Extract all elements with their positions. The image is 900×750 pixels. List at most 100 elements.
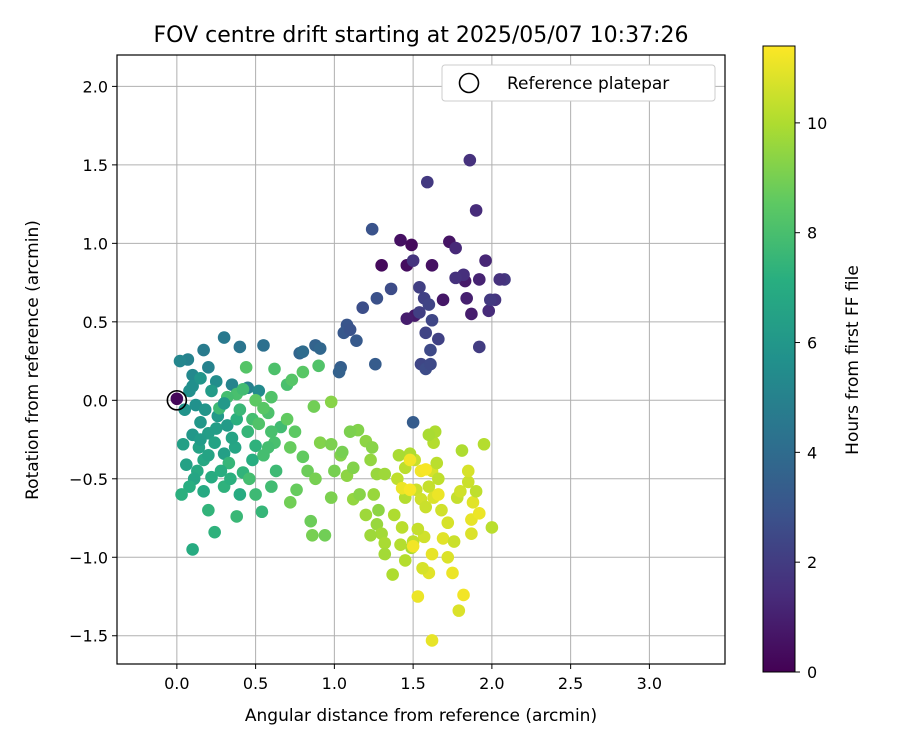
scatter-point: [328, 464, 341, 478]
scatter-point: [257, 401, 270, 415]
scatter-point: [220, 419, 234, 432]
scatter-point: [332, 365, 346, 379]
scatter-point: [283, 441, 297, 454]
scatter-point: [222, 456, 236, 470]
scatter-point: [477, 437, 491, 451]
scatter-point: [249, 439, 262, 453]
colorbar-tick-label: 0: [807, 663, 817, 682]
scatter-point: [469, 485, 483, 498]
scatter-point: [170, 392, 184, 406]
scatter-point: [493, 273, 507, 286]
reference-marker: [166, 390, 188, 411]
scatter-point: [208, 525, 221, 539]
scatter-point: [463, 153, 477, 167]
scatter-point: [309, 472, 322, 486]
scatter-point: [364, 528, 377, 542]
scatter-point: [425, 634, 439, 647]
scatter-point: [403, 453, 417, 467]
scatter-point: [324, 491, 338, 504]
scatter-point: [367, 488, 381, 501]
scatter-point: [425, 259, 439, 272]
scatter-point: [268, 362, 281, 376]
scatter-point: [261, 441, 275, 454]
scatter-point: [194, 415, 207, 429]
scatter-point: [413, 280, 426, 294]
scatter-point: [301, 464, 314, 478]
scatter-point: [180, 458, 193, 471]
x-axis-label: Angular distance from reference (arcmin): [245, 706, 597, 726]
y-tick-label: 0.5: [83, 313, 108, 332]
colorbar-tick-label: 10: [807, 114, 827, 133]
scatter-point: [369, 357, 382, 371]
y-tick-label: 0.0: [83, 391, 108, 410]
scatter-point: [421, 175, 434, 189]
x-tick-label: 0.5: [243, 674, 268, 693]
reference-platepar-marker: [166, 390, 188, 411]
scatter-point: [197, 485, 210, 498]
scatter-point: [265, 425, 278, 439]
scatter-point: [217, 397, 231, 410]
scatter-point: [425, 313, 439, 327]
y-axis: −1.5 −1.0 −0.5 0.0 0.5 1.0 1.5 2.0: [69, 77, 117, 646]
scatter-point: [454, 485, 467, 498]
scatter-point: [230, 510, 244, 523]
scatter-point: [202, 448, 215, 462]
x-tick-label: 1.0: [322, 674, 347, 693]
colorbar-tick-label: 8: [807, 224, 817, 243]
scatter-point: [236, 383, 250, 396]
scatter-point: [296, 365, 310, 379]
scatter-point: [422, 298, 436, 311]
scatter-point: [472, 273, 486, 286]
scatter-point: [224, 472, 237, 486]
scatter-point: [257, 339, 270, 352]
scatter-point: [183, 480, 196, 493]
scatter-point: [425, 547, 439, 561]
scatter-point: [403, 483, 417, 497]
scatter-point: [217, 447, 231, 460]
scatter-point: [217, 331, 231, 344]
legend-marker-icon: [458, 72, 480, 94]
scatter-point: [479, 254, 492, 267]
scatter-point: [455, 444, 469, 457]
plot-frame: [116, 54, 726, 665]
scatter-point: [265, 480, 278, 493]
scatter-point: [288, 425, 302, 439]
scatter-point: [392, 448, 406, 462]
scatter-point: [435, 503, 448, 517]
scatter-point: [252, 417, 266, 431]
colorbar: 0 2 4 6 8 10 Hours from first FF file: [762, 45, 863, 682]
x-tick-label: 2.5: [558, 674, 583, 693]
scatter-point: [265, 390, 278, 404]
scatter-point: [205, 470, 218, 484]
scatter-point: [186, 543, 199, 556]
scatter-point: [324, 395, 338, 409]
scatter-point: [387, 508, 401, 522]
scatter-point: [378, 536, 392, 550]
scatter-point: [353, 488, 366, 501]
scatter-point: [395, 521, 409, 534]
scatter-point: [398, 554, 412, 567]
scatter-point: [378, 547, 392, 561]
scatter-point: [372, 503, 385, 517]
scatter-point: [202, 503, 215, 517]
scatter-point: [365, 441, 379, 454]
scatter-point: [350, 334, 363, 347]
scatter-point: [249, 394, 262, 407]
scatter-point: [318, 528, 332, 542]
scatter-point: [441, 516, 455, 530]
scatter-point: [306, 528, 319, 542]
scatter-point: [386, 568, 399, 581]
scatter-point: [375, 259, 388, 272]
scatter-point: [249, 488, 262, 501]
scatter-point: [194, 372, 207, 385]
y-tick-label: −1.5: [69, 627, 108, 646]
scatter-point: [205, 384, 218, 398]
scatter-point: [482, 304, 496, 318]
x-tick-label: 0.0: [164, 674, 189, 693]
scatter-point: [406, 254, 420, 267]
scatter-point: [280, 412, 294, 426]
data-points: [170, 153, 511, 647]
scatter-point: [313, 436, 327, 449]
scatter-point: [436, 532, 450, 545]
scatter-point: [394, 538, 407, 552]
